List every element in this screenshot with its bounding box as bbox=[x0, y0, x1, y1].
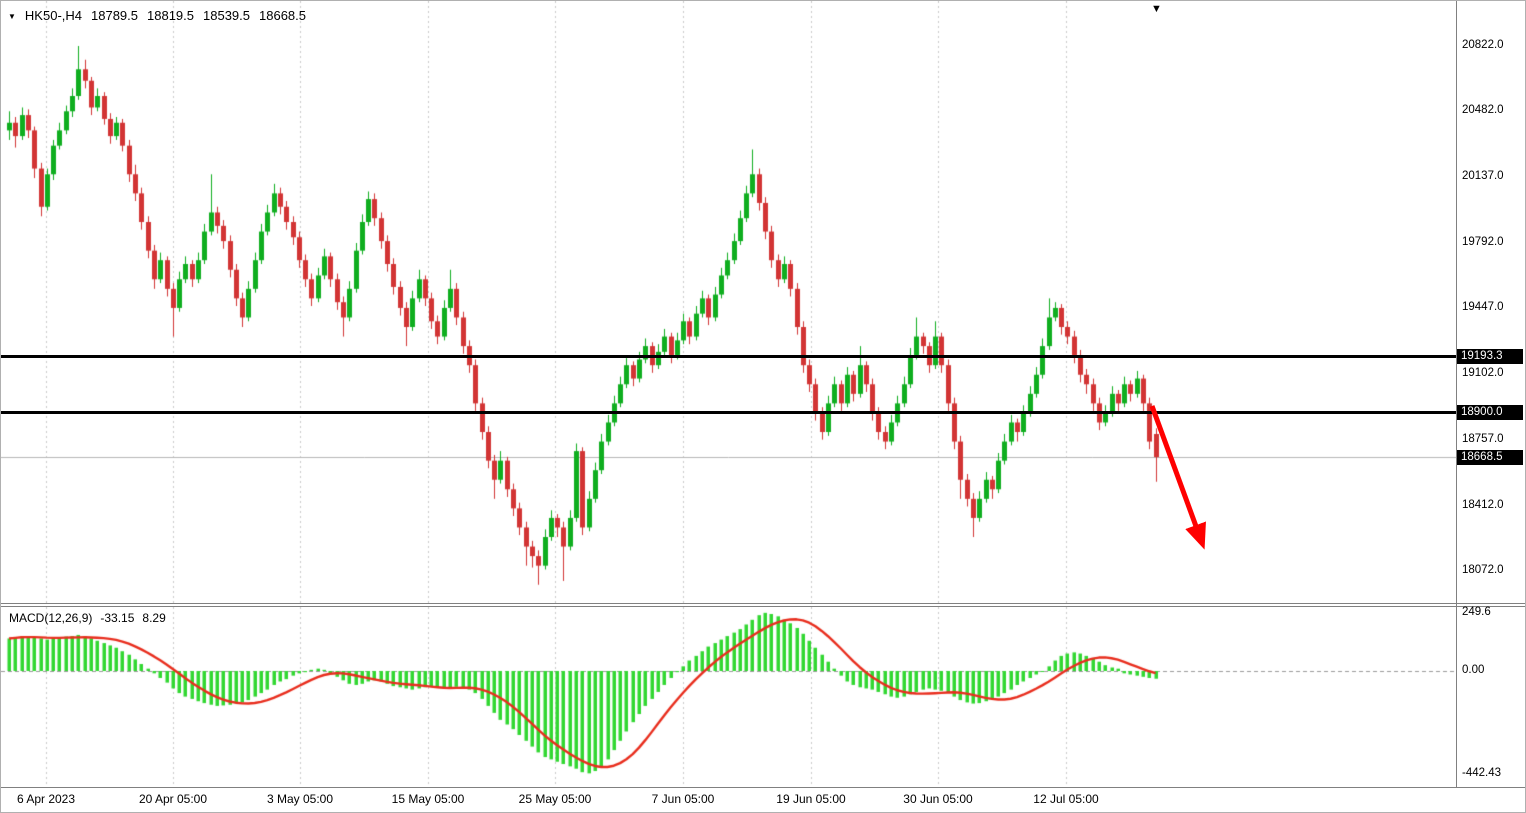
time-axis-tick: 7 Jun 05:00 bbox=[651, 792, 715, 806]
price-axis-tick: 18412.0 bbox=[1462, 499, 1504, 512]
time-axis-tick: 25 May 05:00 bbox=[518, 792, 592, 806]
price-axis-tick: 19792.0 bbox=[1462, 235, 1504, 248]
resistance-line[interactable] bbox=[1, 355, 1456, 359]
panel-separator-bottom bbox=[1, 606, 1525, 607]
ohlc-close-value: 18668.5 bbox=[259, 8, 306, 23]
ohlc-high-value: 18819.5 bbox=[147, 8, 194, 23]
time-axis-tick: 15 May 05:00 bbox=[391, 792, 465, 806]
price-axis-tick: 19447.0 bbox=[1462, 301, 1504, 314]
macd-axis-tick: 0.00 bbox=[1462, 664, 1485, 676]
price-axis-tick: 20822.0 bbox=[1462, 39, 1504, 51]
price-axis-tick: 18072.0 bbox=[1462, 563, 1504, 576]
symbol-timeframe-label: HK50-,H4 bbox=[24, 8, 82, 23]
time-axis-tick: 20 Apr 05:00 bbox=[138, 792, 208, 806]
macd-indicator-canvas[interactable] bbox=[1, 607, 1456, 787]
price-axis-tick: 19102.0 bbox=[1462, 367, 1504, 380]
chart-shift-marker-icon[interactable]: ▼ bbox=[1151, 3, 1162, 15]
macd-indicator-label: MACD(12,26,9) bbox=[9, 611, 93, 625]
price-axis-border[interactable] bbox=[1456, 1, 1457, 787]
macd-axis-tick: -442.43 bbox=[1462, 766, 1502, 779]
time-axis-separator bbox=[1, 787, 1525, 788]
price-axis-tick: 20482.0 bbox=[1462, 103, 1504, 116]
sell-arrow[interactable] bbox=[1, 1, 1456, 603]
current-price-tag: 18668.5 bbox=[1457, 449, 1523, 465]
resistance-line-price-tag: 19193.3 bbox=[1457, 349, 1523, 365]
ohlc-open-value: 18789.5 bbox=[91, 8, 138, 23]
support-line-price-tag: 18900.0 bbox=[1457, 405, 1523, 421]
panel-separator-top[interactable] bbox=[1, 603, 1525, 604]
macd-info-bar: MACD(12,26,9) -33.15 8.29 bbox=[9, 611, 166, 625]
price-axis-tick: 18757.0 bbox=[1462, 433, 1504, 446]
ohlc-low-value: 18539.5 bbox=[203, 8, 250, 23]
symbol-dropdown-icon[interactable]: ▼ bbox=[8, 11, 16, 21]
symbol-info-bar: ▼ HK50-,H4 18789.5 18819.5 18539.5 18668… bbox=[8, 8, 306, 23]
macd-axis-tick: 249.6 bbox=[1462, 605, 1491, 618]
price-axis-tick: 20137.0 bbox=[1462, 169, 1504, 182]
time-axis-tick: 30 Jun 05:00 bbox=[903, 792, 973, 806]
price-chart-canvas[interactable] bbox=[1, 1, 1456, 603]
support-line[interactable] bbox=[1, 411, 1456, 415]
time-axis-tick: 19 Jun 05:00 bbox=[776, 792, 846, 806]
time-axis-tick: 6 Apr 2023 bbox=[16, 792, 76, 806]
macd-main-value: -33.15 bbox=[100, 611, 135, 625]
time-axis-tick: 3 May 05:00 bbox=[266, 792, 334, 806]
macd-signal-value: 8.29 bbox=[142, 611, 166, 625]
time-axis-tick: 12 Jul 05:00 bbox=[1033, 792, 1099, 806]
